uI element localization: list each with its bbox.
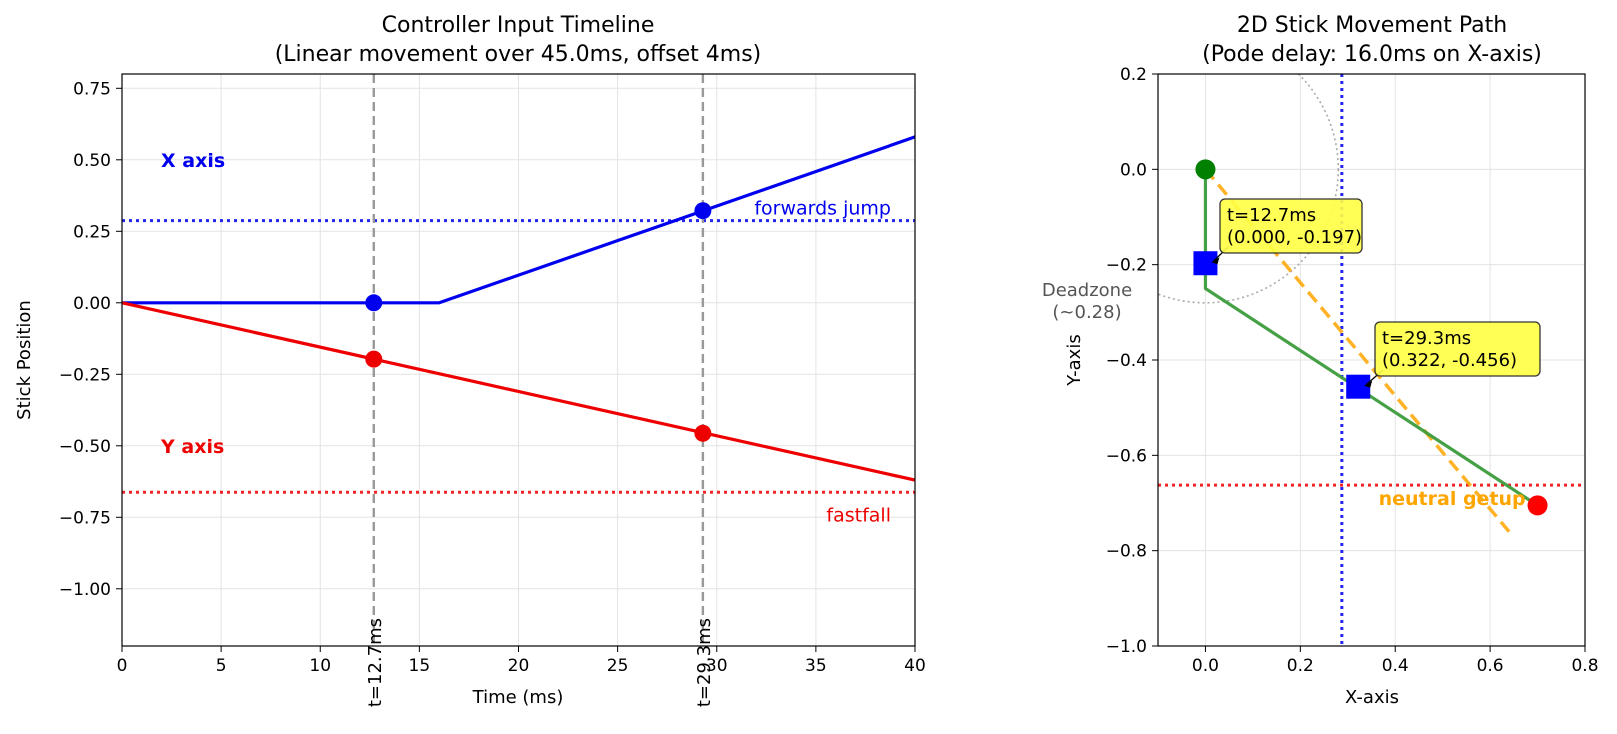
timeline-plot-area: forwards jump fastfall t=12.7ms t=29.3ms X a… (121, 74, 916, 707)
stick-movement-path (1203, 169, 1539, 507)
timeline-x-tick-label: 40 (904, 656, 926, 676)
annotation-arrow-head (1364, 380, 1373, 388)
timeline-y-tick-label: 0.25 (73, 222, 111, 242)
timeline-series-label: Y axis (160, 436, 224, 458)
timeline-data-point (694, 424, 712, 442)
annotation-box (1374, 321, 1541, 377)
timeline-x-tick-label: 5 (216, 656, 227, 676)
timeline-x-tick-label: 25 (607, 656, 629, 676)
timeline-data-point (365, 350, 383, 368)
stick-path-plot-area: neutral getup Deadzone (~0.28) t=12.7ms (0.0… (1042, 74, 1585, 646)
sample-point-marker (1346, 374, 1371, 399)
stick-path-y-tick-label: −0.2 (1106, 256, 1147, 276)
timeline-y-tick-label: −1.00 (59, 580, 111, 600)
timeline-data-point (694, 202, 712, 220)
timeline-x-tick-label: 15 (409, 656, 431, 676)
timeline-y-tick-label: −0.75 (59, 508, 111, 528)
stick-path-y-tick-label: −0.4 (1106, 351, 1147, 371)
timeline-x-tick-label: 30 (706, 656, 728, 676)
timeline-ticks: 0 5 10 15 20 25 30 35 40 −1.00 −0.75 −0.50 −0.25 0.00… (59, 79, 926, 676)
timeline-subtitle: (Linear movement over 45.0ms, offset 4ms… (275, 42, 762, 67)
stick-path-x-tick-label: 0.0 (1192, 656, 1219, 676)
stick-path-x-tick-label: 0.8 (1571, 656, 1598, 676)
timeline-x-tick-label: 0 (117, 656, 128, 676)
timeline-threshold-label: forwards jump (754, 198, 891, 220)
stick-path-y-axis-label: Y-axis (1064, 334, 1085, 386)
timeline-x-tick-label: 10 (309, 656, 331, 676)
timeline-data-point (365, 294, 383, 312)
stick-path-y-tick-label: −1.0 (1106, 637, 1147, 657)
stick-path-ticks: 0.0 0.2 0.4 0.6 0.8 −1.0 −0.8 −0.6 −0.4 −0.2 0.0 0.… (1106, 65, 1599, 676)
timeline-y-tick-label: −0.25 (59, 365, 111, 385)
stick-path-x-tick-label: 0.4 (1382, 656, 1409, 676)
timeline-threshold-label: fastfall (826, 504, 891, 526)
deadzone-circle (1158, 74, 1340, 304)
stick-path-x-axis-label: X-axis (1345, 687, 1399, 708)
stick-path-subtitle: (Pode delay: 16.0ms on X-axis) (1202, 42, 1542, 67)
stick-path-x-tick-label: 0.6 (1477, 656, 1504, 676)
timeline-y-tick-label: −0.50 (59, 437, 111, 457)
timeline-chart: Controller Input Timeline (Linear moveme… (14, 13, 926, 708)
timeline-series-line (122, 135, 916, 305)
annotation-text: t=12.7ms (0.000, -0.197) (1227, 205, 1362, 248)
stick-path-y-tick-label: −0.6 (1106, 446, 1147, 466)
path-start-point (1195, 159, 1216, 180)
timeline-title: Controller Input Timeline (382, 13, 655, 38)
timeline-y-tick-label: 0.50 (73, 151, 111, 171)
path-end-point (1527, 495, 1548, 516)
annotation-box (1219, 198, 1363, 254)
timeline-time-marker-label: t=29.3ms (694, 618, 715, 707)
stick-path-y-tick-label: −0.8 (1106, 542, 1147, 562)
annotation-arrow-head (1211, 257, 1220, 265)
stick-path-y-tick-label: 0.0 (1120, 160, 1147, 180)
stick-path-title: 2D Stick Movement Path (1237, 13, 1507, 38)
timeline-y-axis-label: Stick Position (14, 300, 35, 420)
deadzone-label: Deadzone (~0.28) (1042, 280, 1132, 323)
timeline-series-line (121, 301, 916, 482)
timeline-x-tick-label: 20 (508, 656, 530, 676)
sample-point-marker (1193, 251, 1218, 276)
timeline-y-tick-label: 0.00 (73, 294, 111, 314)
annotation-text: t=29.3ms (0.322, -0.456) (1382, 328, 1517, 371)
stick-path-clipped-layer (1158, 74, 1585, 646)
stick-path-y-tick-label: 0.2 (1120, 65, 1147, 85)
timeline-x-axis-label: Time (ms) (472, 687, 564, 708)
timeline-time-marker-label: t=12.7ms (365, 618, 386, 707)
timeline-x-tick-label: 35 (805, 656, 827, 676)
timeline-series-label: X axis (161, 150, 225, 172)
timeline-y-tick-label: 0.75 (73, 79, 111, 99)
stick-path-x-tick-label: 0.2 (1287, 656, 1314, 676)
stick-path-threshold-label: neutral getup (1379, 488, 1526, 510)
stick-path-chart: 2D Stick Movement Path (Pode delay: 16.0… (1042, 13, 1599, 708)
